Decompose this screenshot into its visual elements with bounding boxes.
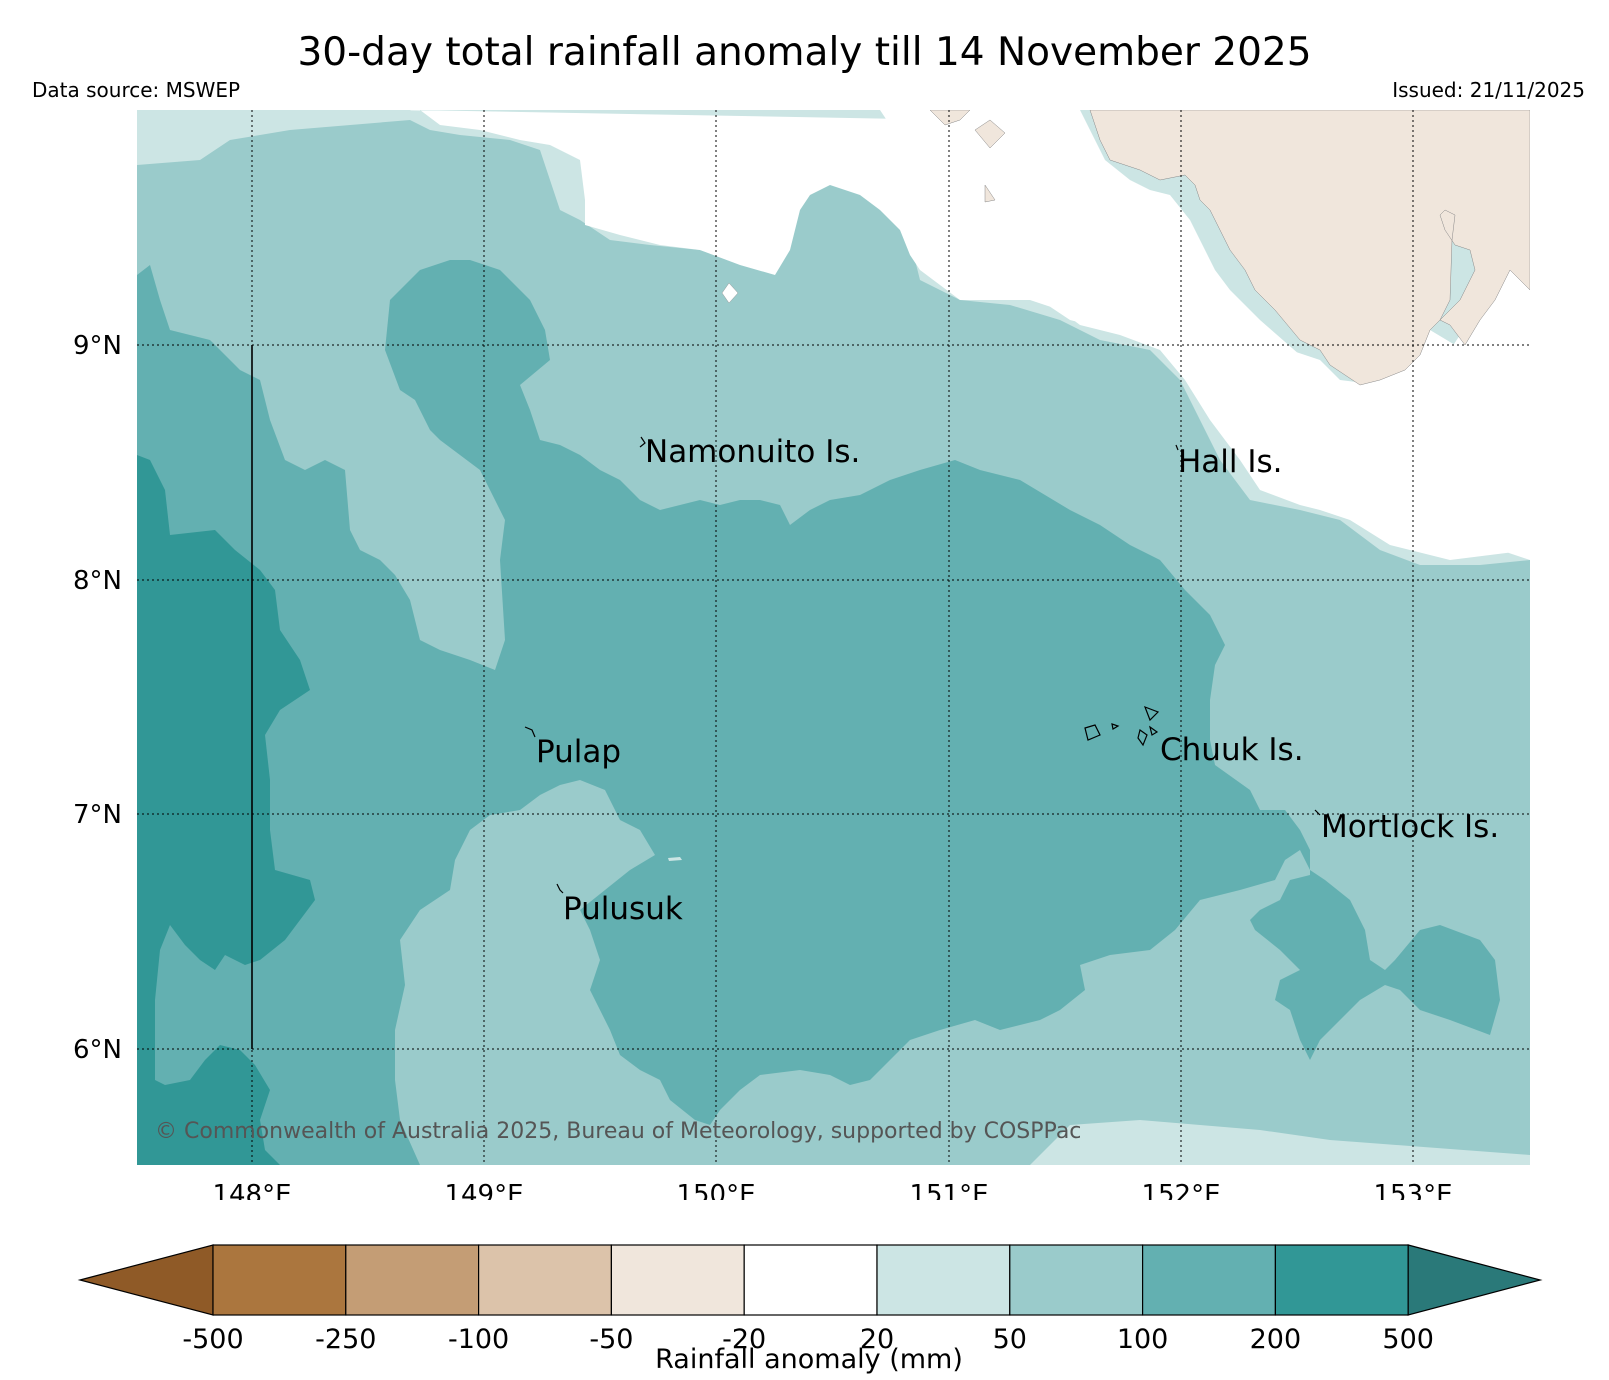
rainfall-anomaly-map: Namonuito Is. Hall Is. Pulap Chuuk Is. M… xyxy=(73,110,1530,1200)
place-label-pulusuk: Pulusuk xyxy=(563,891,683,927)
data-source-label: Data source: MSWEP xyxy=(32,78,241,102)
colorbar-segment xyxy=(1009,1244,1144,1316)
colorbar-tick-label: -20 xyxy=(722,1324,766,1355)
lat-tick-label: 8°N xyxy=(73,566,122,596)
map-title: 30-day total rainfall anomaly till 14 No… xyxy=(297,30,1312,75)
place-label-hall: Hall Is. xyxy=(1178,444,1283,480)
colorbar-tick-label: 200 xyxy=(1250,1324,1302,1355)
landmass-islet-3 xyxy=(984,184,996,203)
colorbar-segment xyxy=(1141,1244,1276,1316)
place-label-namonuito: Namonuito Is. xyxy=(645,434,860,470)
copyright-notice: © Commonwealth of Australia 2025, Bureau… xyxy=(155,1119,1081,1144)
colorbar-arrow-high xyxy=(1407,1244,1543,1316)
lon-tick-label: 148°E xyxy=(212,1180,291,1200)
colorbar-segment xyxy=(876,1244,1011,1316)
place-label-mortlock: Mortlock Is. xyxy=(1321,809,1499,845)
colorbar-segment xyxy=(610,1244,745,1316)
colorbar-segment xyxy=(478,1244,613,1316)
lon-tick-label: 150°E xyxy=(676,1180,755,1200)
landmass-islet-2 xyxy=(974,119,1006,149)
colorbar-tick-label: 500 xyxy=(1382,1324,1434,1355)
lat-tick-label: 6°N xyxy=(73,1035,122,1065)
colorbar-segment xyxy=(345,1244,480,1316)
small-patch xyxy=(721,282,739,304)
landmass-northeast xyxy=(1089,110,1530,386)
colorbar-segment xyxy=(212,1244,347,1316)
colorbar-tick-label: 100 xyxy=(1117,1324,1169,1355)
lat-tick-label: 7°N xyxy=(73,800,122,830)
colorbar-tick-label: -500 xyxy=(182,1324,243,1355)
anomaly-near-zero-region xyxy=(410,110,1530,560)
landmass-islet-1 xyxy=(929,110,971,126)
place-label-pulap: Pulap xyxy=(536,734,621,770)
anomaly-100-200-region xyxy=(137,260,1500,1165)
anomaly-200-500-region xyxy=(137,455,315,1165)
lon-tick-label: 151°E xyxy=(909,1180,988,1200)
place-label-chuuk: Chuuk Is. xyxy=(1160,732,1304,768)
colorbar-legend: -500 -250 -100 -50 -20 20 50 100 200 500 Rainfall… xyxy=(77,1244,1543,1375)
colorbar-label: Rainfall anomaly (mm) xyxy=(655,1344,963,1375)
gridlines xyxy=(137,110,1530,1165)
colorbar-tick-label: 20 xyxy=(860,1324,894,1355)
colorbar-tick-label: -250 xyxy=(315,1324,376,1355)
lon-tick-label: 153°E xyxy=(1373,1180,1452,1200)
colorbar-segment xyxy=(1274,1244,1409,1316)
issued-date-label: Issued: 21/11/2025 xyxy=(1392,78,1585,102)
colorbar-tick-label: -100 xyxy=(448,1324,509,1355)
lon-tick-label: 149°E xyxy=(444,1180,523,1200)
small-patch xyxy=(668,857,682,861)
colorbar-segment xyxy=(743,1244,878,1316)
island-outlines xyxy=(524,436,1321,894)
colorbar-arrow-low xyxy=(77,1244,214,1316)
lon-tick-label: 152°E xyxy=(1141,1180,1220,1200)
colorbar-tick-label: -50 xyxy=(589,1324,633,1355)
lat-tick-label: 9°N xyxy=(73,331,122,361)
colorbar-tick-label: 50 xyxy=(993,1324,1027,1355)
